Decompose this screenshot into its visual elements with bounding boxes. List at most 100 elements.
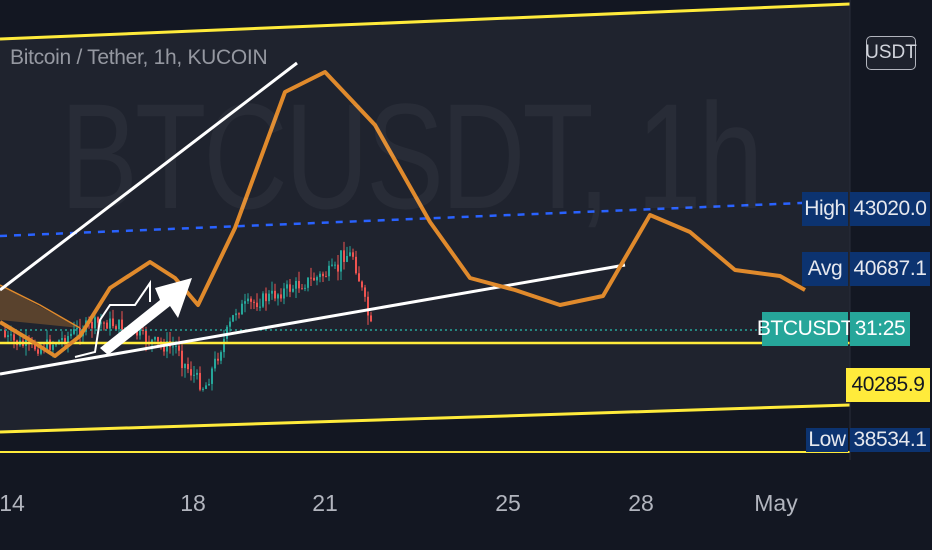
candle-body [151,339,153,344]
candle-body [103,322,105,324]
candle-body [343,250,345,262]
candle-body [364,287,366,297]
candle-body [367,296,369,316]
candle-body [352,252,354,257]
candle-body [280,294,282,299]
candle-body [118,319,120,330]
candle-body [55,344,57,346]
candle-body [361,281,363,288]
candle-body [145,330,147,342]
candle-body [73,329,75,334]
candle-body [202,388,204,390]
candle-body [193,374,195,376]
candle-body [199,372,201,390]
drawings-group [0,0,851,460]
candle-body [328,265,330,277]
currency-button[interactable]: USDT [865,36,917,70]
lower-trendline [0,263,626,376]
candle-body [316,277,318,281]
candle-body [79,328,81,337]
channel-top-line [0,2,851,41]
x-tick-label: 28 [628,490,654,516]
chart-title: Bitcoin / Tether, 1h, KUCOIN [10,46,268,69]
candle-body [313,277,315,281]
channel-bottom-line [0,403,851,434]
candle-body [292,288,294,292]
candle-body [370,315,372,322]
candle-body [70,333,72,337]
candle-body [49,339,51,350]
candle-body [271,290,273,294]
candle-body [319,273,321,278]
candle-body [106,322,108,329]
candle-body [265,293,267,302]
candle-body [37,349,39,354]
candle-body [295,280,297,289]
candle-body [52,344,54,350]
candle-body [250,298,252,302]
candle-body [253,301,255,303]
candle-body [232,315,234,322]
candle-body [277,294,279,299]
candle-body [142,329,144,331]
candle-body [64,338,66,345]
candle-body [349,252,351,256]
candle-body [268,293,270,302]
candle-body [76,328,78,330]
symbol-watermark: BTCUSDT, 1h [60,70,763,243]
candle-body [307,277,309,288]
candle-body [247,298,249,302]
candle-body [100,322,102,324]
candle-body [196,372,198,375]
candle-body [355,256,357,274]
candle-body [40,347,42,354]
candle-body [340,250,342,272]
candle-body [46,339,48,350]
x-tick-label: 21 [312,490,338,516]
candle-body [241,303,243,315]
candle-body [13,334,15,341]
candle-body [217,358,219,361]
candle-body [157,337,159,342]
low-value: 38534.1 [850,428,930,452]
projection-path [0,70,806,358]
candle-body [337,264,339,272]
candle-body [10,334,12,336]
candle-body [244,301,246,304]
avg-value: 40687.1 [850,252,930,286]
avg-label: Avg [802,252,848,286]
candle-body [331,264,333,266]
candle-body [94,317,96,329]
candle-body [346,255,348,262]
candle-body [274,290,276,299]
x-tick-label: May [754,490,798,516]
candle-body [310,277,312,279]
candle-body [334,264,336,266]
arrow-drawing [100,278,192,355]
low-label: Low [806,428,848,452]
symbol-label: BTCUSDT [757,312,854,346]
hand-drawing [74,279,151,358]
candle-body [238,313,240,315]
candle-body [259,306,261,308]
candle-body [226,326,228,339]
candle-body [91,321,93,329]
candle-body [229,321,231,327]
triangle-edge [0,284,81,329]
candle-body [34,342,36,350]
x-tick-label: 25 [495,490,521,516]
candle-body [187,363,189,370]
candle-body [7,335,9,338]
candle-body [289,284,291,292]
candle-body [172,346,174,348]
candle-body [325,276,327,278]
candle-body [109,318,111,329]
candle-body [262,293,264,307]
x-tick-label: 14 [0,490,25,516]
candle-body [139,329,141,336]
candle-body [163,344,165,352]
candle-body [301,288,303,290]
candle-body [235,313,237,316]
